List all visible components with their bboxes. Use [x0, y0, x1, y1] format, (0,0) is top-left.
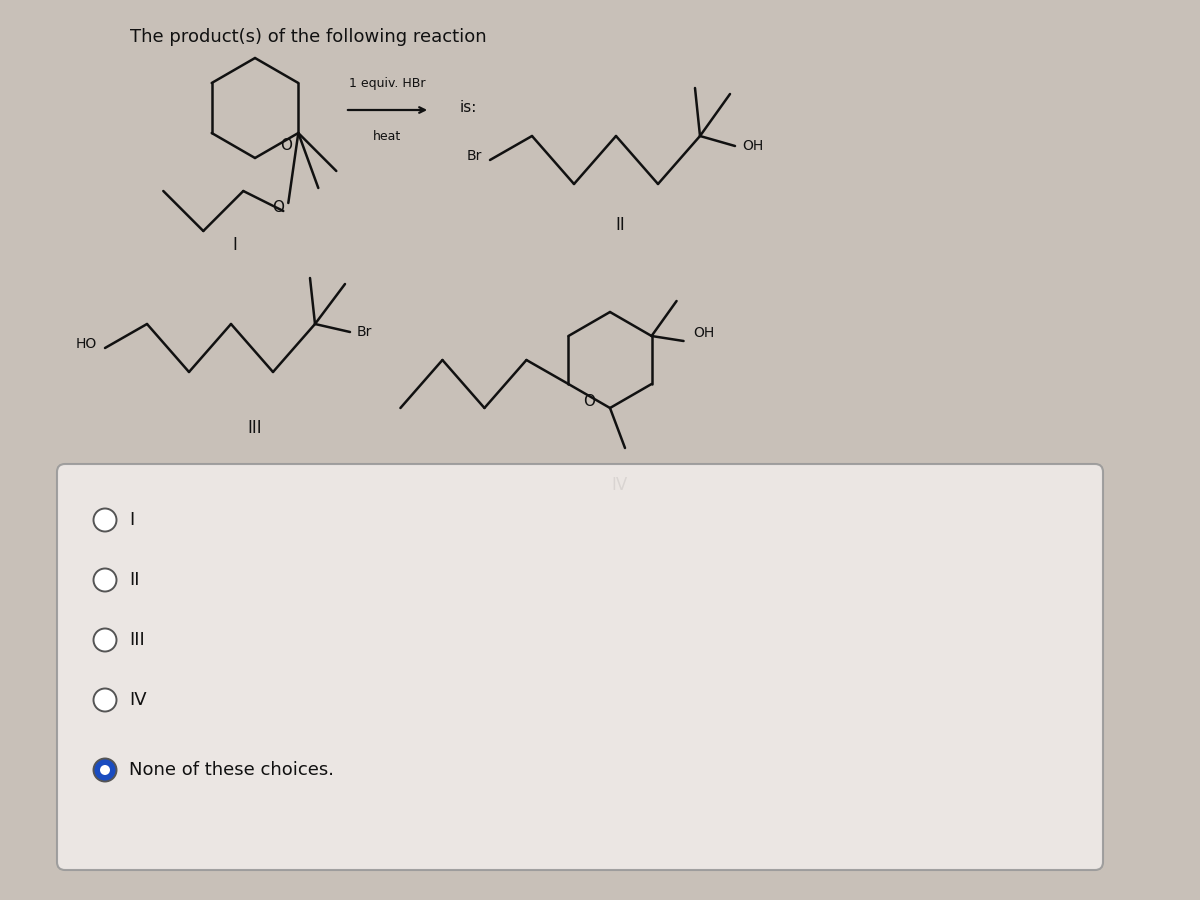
Text: The product(s) of the following reaction: The product(s) of the following reaction	[130, 28, 487, 46]
Text: IV: IV	[130, 691, 146, 709]
Text: O: O	[272, 201, 284, 215]
Text: I: I	[130, 511, 134, 529]
Text: I: I	[233, 236, 238, 254]
Text: HO: HO	[76, 337, 97, 351]
FancyBboxPatch shape	[58, 464, 1103, 870]
Circle shape	[94, 628, 116, 652]
Text: O: O	[280, 138, 292, 153]
Circle shape	[94, 569, 116, 591]
Text: III: III	[247, 419, 263, 437]
Text: Br: Br	[467, 149, 482, 163]
Text: III: III	[130, 631, 145, 649]
Text: II: II	[130, 571, 139, 589]
Text: IV: IV	[612, 476, 628, 494]
Text: O: O	[583, 394, 595, 410]
Circle shape	[94, 508, 116, 532]
Circle shape	[100, 765, 110, 775]
Text: None of these choices.: None of these choices.	[130, 761, 334, 779]
Text: is:: is:	[460, 101, 478, 115]
Circle shape	[94, 759, 116, 781]
Text: OH: OH	[694, 326, 715, 340]
Circle shape	[94, 688, 116, 712]
Text: 1 equiv. HBr: 1 equiv. HBr	[349, 77, 426, 90]
Text: II: II	[616, 216, 625, 234]
Text: OH: OH	[742, 139, 763, 153]
Text: heat: heat	[373, 130, 402, 143]
Text: Br: Br	[358, 325, 372, 339]
